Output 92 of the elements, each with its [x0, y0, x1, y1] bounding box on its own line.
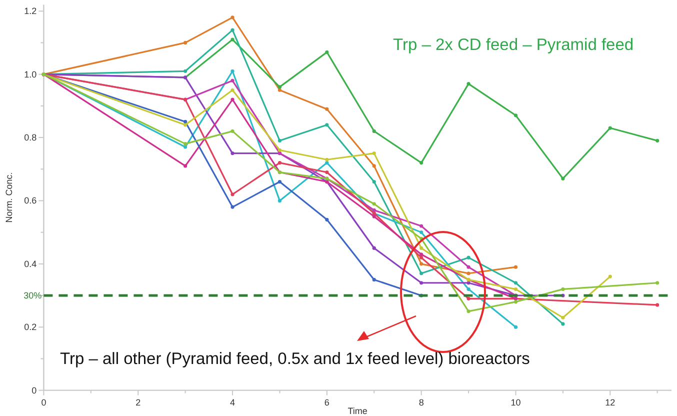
point [230, 129, 234, 133]
point [466, 287, 470, 291]
y-tick-label: 0.4 [24, 258, 37, 269]
x-tick-label: 10 [510, 397, 521, 408]
point [420, 281, 424, 285]
point [420, 262, 424, 266]
point [466, 296, 470, 300]
point [420, 160, 424, 165]
point [184, 142, 188, 146]
y-tick-label: 1.2 [24, 6, 37, 16]
point [278, 148, 282, 152]
ref-line-label: 30% [24, 290, 42, 301]
point [230, 205, 234, 209]
point [514, 114, 518, 118]
point [656, 281, 660, 285]
point [184, 120, 188, 124]
annotation: Trp – all other (Pyramid feed, 0.5x and 1x feed level) bioreactors [60, 350, 530, 368]
point [230, 192, 234, 196]
point [608, 126, 612, 130]
point [325, 170, 329, 174]
point [184, 69, 188, 73]
point [466, 82, 470, 86]
y-tick-label: 0.8 [24, 132, 37, 143]
point [184, 123, 188, 127]
point [514, 287, 518, 291]
x-tick-label: 8 [418, 397, 424, 408]
point [656, 303, 660, 307]
point [230, 152, 234, 156]
point [466, 272, 470, 276]
point [230, 69, 234, 73]
point [184, 164, 188, 168]
point [420, 246, 424, 250]
point [372, 152, 376, 156]
point [656, 138, 660, 142]
point [561, 176, 565, 180]
point [230, 16, 234, 20]
point [325, 160, 329, 165]
point [278, 160, 282, 165]
point [278, 198, 282, 203]
point [420, 230, 424, 234]
point [561, 287, 565, 291]
point [184, 145, 188, 149]
point [372, 214, 376, 218]
point [278, 85, 282, 89]
y-tick-label: 0.2 [24, 322, 37, 332]
point [325, 158, 329, 162]
point [561, 322, 565, 326]
point [230, 28, 234, 32]
y-tick-label: 1.0 [24, 69, 37, 80]
point [230, 78, 234, 82]
point [278, 138, 282, 142]
point [372, 202, 376, 206]
point [420, 252, 424, 256]
point [325, 123, 329, 127]
point [466, 265, 470, 269]
x-tick-label: 2 [136, 397, 141, 408]
point [325, 107, 329, 111]
point [184, 40, 188, 45]
point [372, 180, 376, 184]
point [466, 256, 470, 260]
point [420, 224, 424, 228]
point [325, 218, 329, 222]
x-tick-label: 6 [324, 397, 330, 408]
point [514, 325, 518, 329]
point [514, 300, 518, 304]
annotation: Trp – 2x CD feed – Pyramid feed [393, 36, 634, 54]
point [278, 88, 282, 92]
point [514, 281, 518, 285]
point [372, 278, 376, 282]
x-tick-label: 4 [230, 397, 236, 408]
x-tick-label: 12 [605, 397, 616, 408]
point [325, 50, 329, 54]
y-tick-label: 0 [32, 385, 37, 396]
point [230, 98, 234, 102]
y-tick-label: 0.6 [24, 196, 37, 206]
point [372, 246, 376, 250]
point [466, 281, 470, 285]
x-tick-label: 0 [41, 397, 46, 408]
point [278, 180, 282, 184]
x-axis-title: Time [348, 406, 368, 416]
point [420, 256, 424, 260]
point [372, 129, 376, 133]
point [608, 274, 612, 278]
point [372, 208, 376, 212]
point [466, 310, 470, 314]
y-axis-title: Norm. Conc. [4, 172, 14, 223]
point [561, 316, 565, 320]
point [514, 265, 518, 269]
point [420, 272, 424, 276]
point [230, 88, 234, 92]
point [230, 38, 234, 42]
point [372, 164, 376, 168]
